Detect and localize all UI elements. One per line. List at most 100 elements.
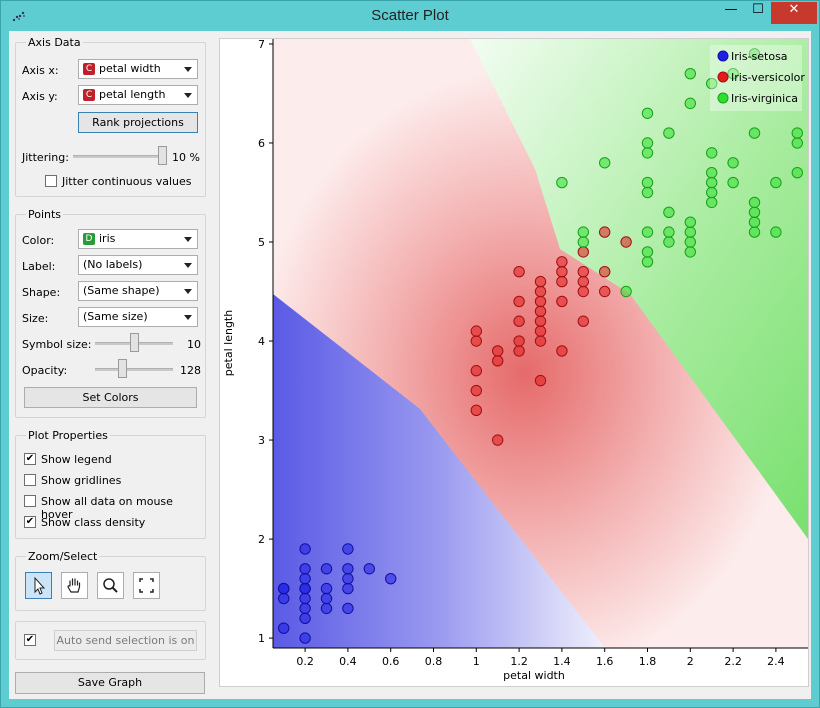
- title-bar[interactable]: Scatter Plot — ☐ ✕: [1, 1, 819, 31]
- data-point: [599, 157, 611, 169]
- size-combo[interactable]: (Same size): [78, 307, 198, 327]
- legend-marker: [717, 50, 729, 62]
- show-legend-checkbox[interactable]: ✔: [24, 453, 36, 465]
- data-point: [513, 345, 525, 357]
- auto-send-checkbox[interactable]: ✔: [24, 634, 36, 646]
- legend-label: Iris-versicolor: [731, 71, 805, 84]
- data-point: [492, 345, 504, 357]
- data-point: [748, 226, 761, 238]
- jittering-label: Jittering:: [22, 151, 69, 164]
- size-value: (Same size): [83, 310, 148, 323]
- data-point: [748, 206, 761, 218]
- rank-projections-button[interactable]: Rank projections: [78, 112, 198, 133]
- data-point: [620, 236, 632, 248]
- label-combo[interactable]: (No labels): [78, 255, 198, 275]
- legend-label: Iris-virginica: [731, 92, 798, 105]
- checkmark-icon: ✔: [25, 516, 35, 527]
- jittering-slider-handle[interactable]: [158, 146, 168, 165]
- data-point: [706, 186, 718, 199]
- data-point: [556, 176, 568, 189]
- data-point: [534, 325, 547, 337]
- data-point: [706, 176, 718, 189]
- x-tick-label: 2.4: [767, 655, 785, 668]
- x-tick-label: 1: [473, 655, 480, 668]
- y-tick-label: 5: [258, 236, 265, 249]
- data-point: [706, 196, 718, 209]
- data-point: [320, 582, 333, 595]
- data-point: [577, 285, 589, 298]
- axis-x-value: petal width: [99, 62, 161, 75]
- show-class-density-checkbox[interactable]: ✔: [24, 516, 36, 528]
- fit-view-icon: [139, 578, 154, 593]
- data-point: [534, 295, 547, 308]
- opacity-slider[interactable]: [95, 368, 173, 371]
- set-colors-button[interactable]: Set Colors: [24, 387, 197, 408]
- close-button[interactable]: ✕: [771, 2, 817, 24]
- data-point: [641, 186, 654, 199]
- show-all-data-checkbox[interactable]: [24, 495, 36, 507]
- pan-tool[interactable]: [61, 572, 88, 599]
- scatter-chart[interactable]: 0.2 0.4 0.6 0.8 1 1.2 1.4 1.6 1.8 2 2.2 2.41234567 …: [220, 38, 808, 686]
- data-point: [641, 137, 654, 149]
- save-graph-button[interactable]: Save Graph: [15, 672, 205, 694]
- plot-area[interactable]: 0.2 0.4 0.6 0.8 1 1.2 1.4 1.6 1.8 2 2.2 2.4 1 2 3 4 5 6 7 …: [219, 38, 809, 687]
- x-axis-label: petal width: [503, 669, 565, 682]
- data-point: [684, 236, 696, 248]
- data-point: [556, 345, 568, 357]
- data-point: [599, 266, 611, 278]
- data-point: [299, 632, 311, 644]
- data-point: [342, 582, 354, 595]
- data-point: [513, 315, 525, 327]
- minimize-button[interactable]: —: [724, 2, 738, 17]
- auto-send-button[interactable]: Auto send selection is on: [54, 630, 197, 651]
- data-point: [513, 266, 525, 278]
- data-point: [748, 216, 761, 228]
- shape-combo[interactable]: (Same shape): [78, 281, 198, 301]
- discrete-variable-icon: D: [83, 233, 95, 245]
- data-point: [620, 285, 632, 298]
- data-point: [299, 563, 311, 575]
- data-point: [513, 335, 525, 347]
- data-point: [727, 67, 739, 80]
- data-point: [684, 216, 696, 228]
- pointer-select-tool[interactable]: [25, 572, 52, 599]
- pointer-icon: [34, 576, 46, 595]
- scatter-app-icon: [12, 11, 25, 22]
- checkmark-icon: ✔: [25, 634, 35, 645]
- data-point: [470, 365, 482, 377]
- data-point: [706, 147, 718, 159]
- data-point: [748, 196, 761, 209]
- data-point: [556, 295, 568, 308]
- x-tick-label: 0.6: [382, 655, 400, 668]
- opacity-slider-handle[interactable]: [118, 359, 128, 378]
- maximize-button[interactable]: ☐: [752, 2, 764, 17]
- data-point: [577, 275, 589, 288]
- shape-label: Shape:: [22, 286, 61, 299]
- data-point: [363, 563, 376, 575]
- data-point: [599, 226, 611, 238]
- data-point: [534, 305, 547, 318]
- data-point: [663, 127, 675, 139]
- magnifier-icon: [103, 578, 118, 593]
- window-title: Scatter Plot: [371, 7, 449, 24]
- jittering-slider[interactable]: [73, 155, 165, 158]
- color-value: iris: [99, 232, 116, 245]
- legend[interactable]: Iris-setosa Iris-versicolor Iris-virginica: [710, 45, 805, 111]
- chevron-down-icon: [184, 263, 192, 268]
- show-gridlines-checkbox[interactable]: [24, 474, 36, 486]
- data-point: [684, 97, 696, 110]
- axis-y-label: Axis y:: [22, 90, 58, 103]
- chevron-down-icon: [184, 315, 192, 320]
- zoom-tool[interactable]: [97, 572, 124, 599]
- reset-zoom-tool[interactable]: [133, 572, 160, 599]
- x-tick-label: 0.4: [339, 655, 357, 668]
- data-point: [342, 563, 354, 575]
- symbol-size-slider-handle[interactable]: [130, 333, 139, 352]
- jitter-continuous-checkbox[interactable]: [45, 175, 57, 187]
- data-point: [299, 543, 311, 555]
